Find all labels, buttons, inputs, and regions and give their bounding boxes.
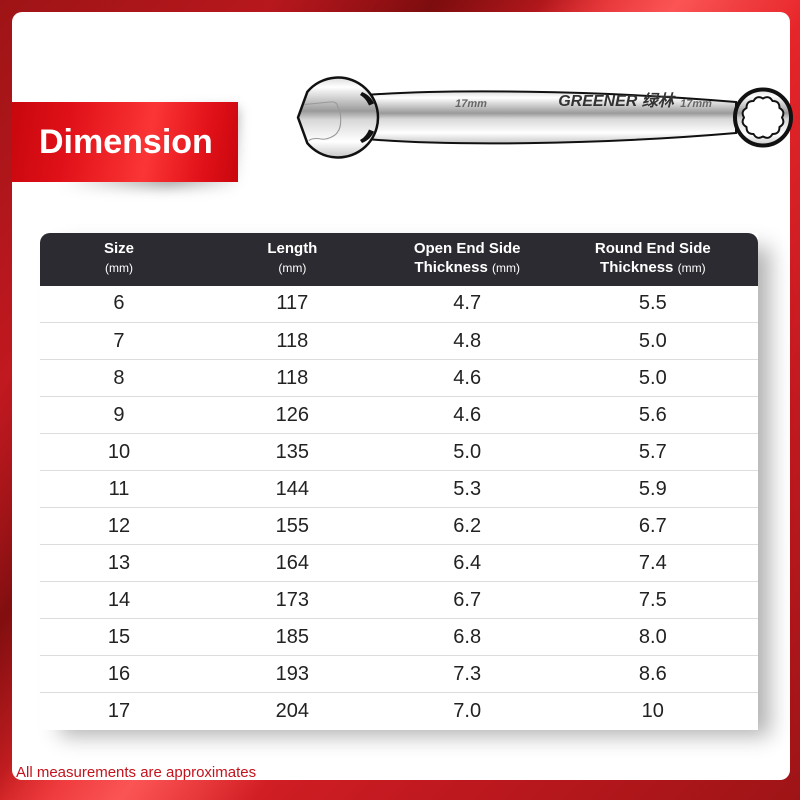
svg-text:17mm: 17mm [455,98,487,110]
svg-text:17mm: 17mm [680,98,712,110]
svg-text:GREENER 绿林: GREENER 绿林 [558,92,676,110]
